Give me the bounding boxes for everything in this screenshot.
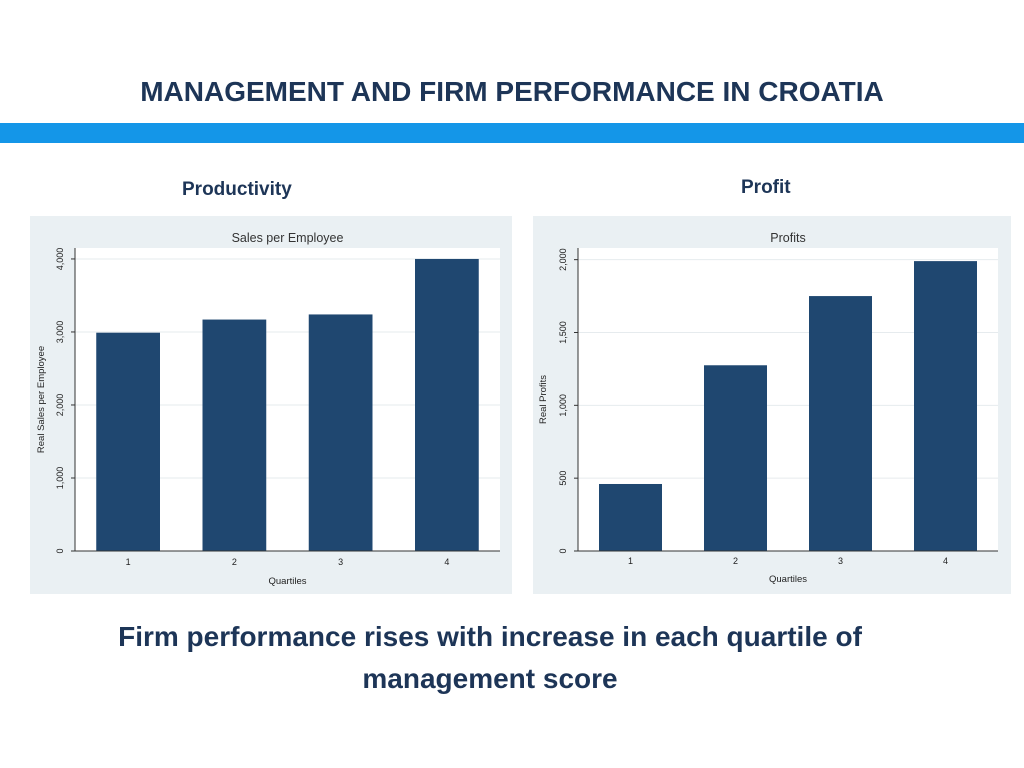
x-tick-label: 1: [126, 557, 131, 567]
profits-chart-svg: 1 2 3 4 0 500 1,000 1,500 2,000 Profits Quartiles R…: [538, 231, 998, 585]
x-tick-label: 2: [232, 557, 237, 567]
chart-title: Sales per Employee: [232, 231, 344, 245]
bar-1: [96, 332, 160, 551]
chart-title: Profits: [770, 231, 805, 245]
x-tick-label: 4: [444, 557, 449, 567]
bar-2: [704, 365, 767, 551]
bar-2: [202, 319, 267, 551]
x-axis-title: Quartiles: [769, 574, 807, 585]
y-axis-title: Real Profits: [538, 375, 549, 424]
bar-3: [308, 314, 373, 551]
x-tick-label: 2: [733, 556, 738, 566]
caption: Firm performance rises with increase in …: [60, 616, 920, 700]
bar-4: [415, 258, 479, 551]
bar-3: [809, 296, 872, 551]
y-tick-label: 0: [558, 548, 568, 553]
y-tick-label: 1,000: [558, 394, 568, 417]
x-tick-label: 4: [943, 556, 948, 566]
y-tick-label: 1,000: [55, 467, 65, 490]
slide-title: MANAGEMENT AND FIRM PERFORMANCE IN CROAT…: [140, 76, 884, 107]
caption-line-1: Firm performance rises with increase in …: [118, 621, 862, 652]
caption-line-2: management score: [362, 663, 618, 694]
y-tick-label: 4,000: [55, 248, 65, 271]
x-axis-title: Quartiles: [268, 576, 306, 587]
accent-bar: [0, 123, 1024, 143]
y-tick-label: 2,000: [558, 248, 568, 271]
y-tick-label: 0: [55, 548, 65, 553]
bar-1: [599, 483, 662, 551]
y-tick-label: 2,000: [55, 394, 65, 417]
productivity-label: Productivity: [182, 179, 292, 200]
x-tick-label: 1: [628, 556, 633, 566]
profits-chart: 1 2 3 4 0 500 1,000 1,500 2,000 Profits Quartiles R…: [533, 216, 1011, 594]
y-tick-label: 500: [558, 471, 568, 486]
x-tick-label: 3: [838, 556, 843, 566]
bar-4: [914, 261, 977, 551]
sales-chart-svg: 1 2 3 4 0 1,000 2,000 3,000 4,000 Sales per Emplo…: [36, 231, 500, 587]
profit-label: Profit: [741, 177, 791, 198]
y-axis-title: Real Sales per Employee: [36, 346, 47, 453]
y-tick-label: 1,500: [558, 321, 568, 344]
x-tick-label: 3: [338, 557, 343, 567]
sales-per-employee-chart: 1 2 3 4 0 1,000 2,000 3,000 4,000 Sales per Emplo…: [30, 216, 512, 594]
y-tick-label: 3,000: [55, 321, 65, 344]
